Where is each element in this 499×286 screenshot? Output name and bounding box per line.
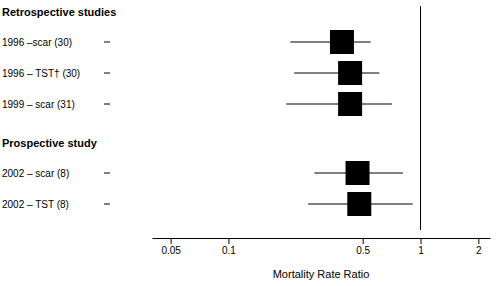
group-heading: Prospective study [2, 137, 98, 149]
chart: Retrospective studies 1996 –scar (30) 1996… [0, 0, 499, 286]
study-label: 2002 – TST (8) [2, 199, 69, 210]
tick-mark [478, 238, 479, 244]
tick-label: 1 [418, 245, 424, 256]
tick-label: 0.1 [222, 245, 236, 256]
tick-label: 2 [476, 245, 482, 256]
study-label: 1996 – TST† (30) [2, 68, 80, 79]
row-tick [104, 204, 110, 205]
point-estimate [330, 30, 354, 54]
point-estimate [338, 61, 362, 85]
tick-label: 0.05 [161, 245, 181, 256]
point-estimate [338, 92, 362, 116]
row-tick [104, 42, 110, 43]
tick-mark [171, 238, 172, 244]
row-tick [104, 104, 110, 105]
row-tick [104, 73, 110, 74]
group-heading: Retrospective studies [2, 6, 116, 18]
study-label: 1996 –scar (30) [2, 37, 72, 48]
point-estimate [347, 192, 371, 216]
row-tick [104, 173, 110, 174]
confidence-interval [294, 73, 379, 74]
tick: 0.5 [356, 238, 370, 256]
reference-line [420, 6, 421, 230]
tick: 0.1 [222, 238, 236, 256]
study-label: 1999 – scar (31) [2, 99, 75, 110]
x-axis-title: Mortality Rate Ratio [273, 268, 370, 280]
tick-mark [363, 238, 364, 244]
tick: 2 [476, 238, 482, 256]
study-label: 2002 – scar (8) [2, 168, 69, 179]
x-axis: 0.05 0.1 0.5 1 2 [153, 238, 491, 256]
point-estimate [346, 161, 370, 185]
labels: Retrospective studies 1996 –scar (30) 1996… [2, 6, 116, 210]
tick-label: 0.5 [356, 245, 370, 256]
tick: 0.05 [161, 238, 181, 256]
tick: 1 [418, 238, 424, 256]
tick-mark [228, 238, 229, 244]
tick-mark [421, 238, 422, 244]
axis-line [153, 238, 491, 239]
marks [286, 6, 420, 230]
